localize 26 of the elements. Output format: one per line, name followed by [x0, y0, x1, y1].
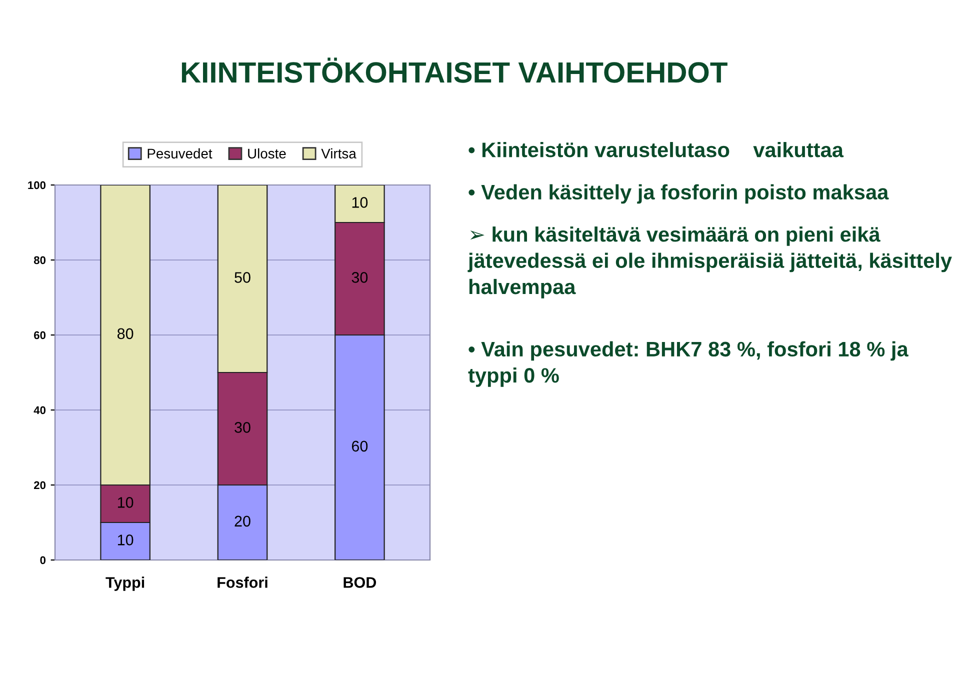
x-tick-label: Typpi [106, 576, 144, 591]
text: • Veden käsittely ja fosforin poisto maksaa [468, 184, 889, 204]
data-label: 30 [352, 272, 368, 283]
y-tick-label: 20 [34, 481, 46, 490]
legend-label: Virtsa [321, 148, 356, 159]
chart-title: KIINTEISTÖKOHTAISET VAIHTOEHDOT [182, 58, 728, 83]
data-label: 60 [352, 440, 368, 452]
legend-label: Uloste [248, 148, 286, 159]
data-label: 10 [118, 497, 134, 508]
x-tick-label: Fosfori [218, 576, 268, 588]
data-label: 10 [352, 197, 368, 208]
text: ➢ kun käsiteltävä vesimäärä on pieni eikä jätevedessä ei ole ihmisperäisiä jätteitä, käsittely halvempaa [468, 226, 952, 298]
y-tick-label: 100 [28, 181, 46, 190]
text: • Kiinteistön varustelutaso vaikuttaa [468, 142, 844, 158]
data-label: 80 [117, 328, 134, 340]
y-tick-label: 0 [40, 556, 46, 564]
y-tick-label: 80 [34, 256, 46, 264]
y-tick-label: 40 [34, 406, 46, 414]
y-tick-label: 60 [34, 331, 46, 340]
data-label: 30 [234, 422, 250, 433]
x-tick-label: BOD [344, 577, 376, 588]
data-label: 20 [234, 516, 250, 527]
text: • Vain pesuvedet: BHK7 83 %, fosfori 18 % ja typpi 0 % [468, 341, 908, 387]
data-label: 10 [118, 534, 134, 546]
legend-label: Pesuvedet [148, 148, 212, 159]
data-label: 50 [234, 272, 250, 283]
